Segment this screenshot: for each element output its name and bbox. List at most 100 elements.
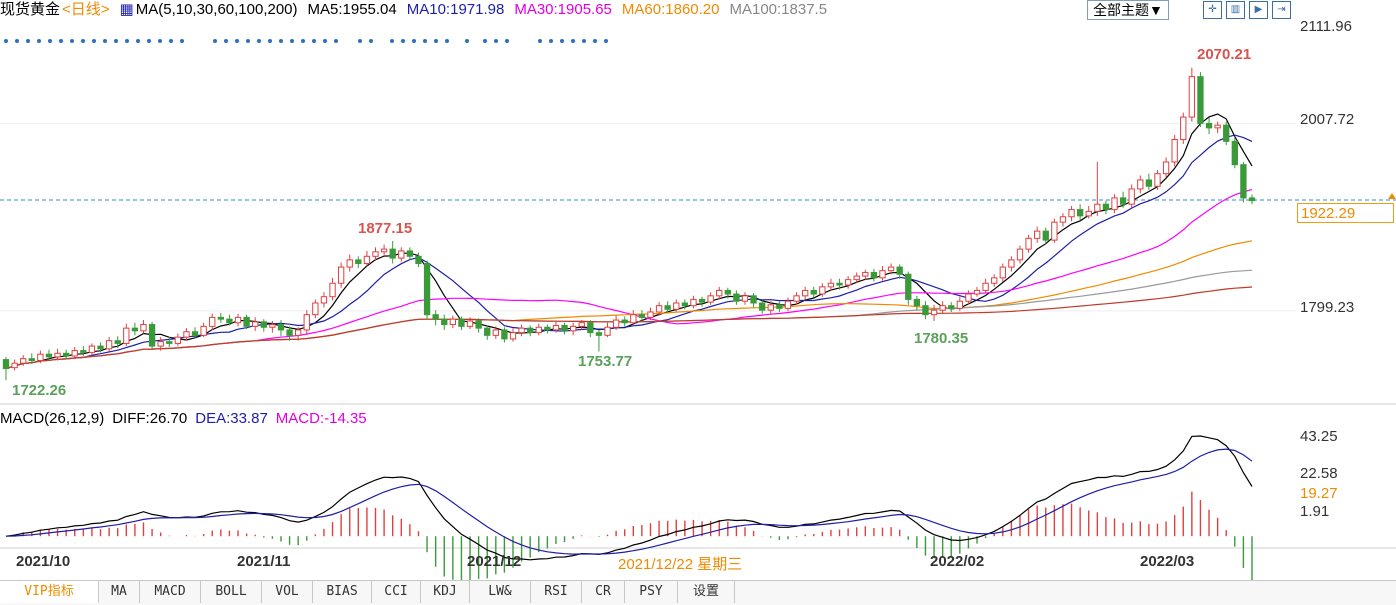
candle-body: [372, 251, 379, 257]
candle-body: [1102, 203, 1110, 211]
ma-icon[interactable]: ▦: [119, 1, 134, 18]
candle-body: [432, 314, 439, 320]
tab-cr[interactable]: CR: [582, 581, 625, 603]
ma200-line: [5, 286, 1253, 370]
indicator-tabs: VIP指标 MA MACD BOLL VOL BIAS CCI KDJ LW& …: [0, 580, 1396, 605]
candle-body: [724, 289, 731, 295]
tab-cci[interactable]: CCI: [372, 581, 421, 603]
candle-body: [62, 352, 70, 357]
candle-body: [1042, 230, 1049, 241]
ma60-value: MA60:1860.20: [621, 1, 720, 18]
event-dot: [593, 39, 597, 43]
tab-bias[interactable]: BIAS: [313, 581, 372, 603]
candle-body: [389, 248, 396, 259]
candle-body: [398, 250, 405, 259]
candle-body: [1094, 203, 1101, 212]
candle-body: [1188, 76, 1196, 118]
candle-body: [587, 322, 594, 334]
candle-body: [1025, 237, 1032, 250]
candle-body: [922, 305, 929, 316]
candle-body: [819, 286, 826, 295]
tab-ma[interactable]: MA: [99, 581, 140, 603]
macd-tick-top: 43.25: [1300, 428, 1338, 445]
candle-body: [174, 336, 182, 344]
candle-body: [355, 259, 362, 264]
event-dot: [445, 39, 449, 43]
candle-body: [105, 340, 113, 350]
event-dot: [114, 39, 118, 43]
crosshair-icon[interactable]: ✛: [1203, 1, 1222, 19]
event-dot: [390, 39, 394, 43]
candle-body: [741, 295, 749, 302]
candle-body: [862, 271, 869, 277]
tab-macd[interactable]: MACD: [140, 581, 201, 603]
candle-body: [1171, 139, 1178, 163]
candle-body: [1145, 179, 1153, 187]
tab-psy[interactable]: PSY: [625, 581, 678, 603]
event-dots: [4, 39, 608, 43]
candle-body: [54, 352, 61, 358]
candle-body: [759, 302, 766, 311]
macd-diff-line: [5, 435, 1253, 561]
candle-body: [896, 266, 903, 275]
tab-boll[interactable]: BOLL: [201, 581, 262, 603]
candle-body: [870, 271, 878, 279]
candle-body: [191, 331, 199, 336]
candle-body: [1111, 197, 1118, 211]
candle-body: [1008, 259, 1015, 268]
xlabel-2022-02: 2022/02: [930, 553, 985, 570]
candle-body: [346, 259, 353, 268]
play-icon[interactable]: ▶: [1249, 1, 1268, 19]
xlabel-2022-03: 2022/03: [1140, 553, 1195, 570]
candle-body: [312, 302, 319, 316]
macd-title[interactable]: MACD(26,12,9): [0, 410, 105, 427]
candle-body: [1205, 122, 1213, 129]
tab-kdj[interactable]: KDJ: [421, 581, 470, 603]
candle-body: [1076, 209, 1084, 217]
candle-body: [140, 324, 147, 332]
event-dot: [483, 39, 487, 43]
macd-dea-line: [5, 448, 1253, 555]
event-dot: [549, 39, 553, 43]
candle-body: [234, 316, 242, 324]
theme-dropdown[interactable]: 全部主题▼: [1087, 0, 1169, 20]
current-price-box: 1922.29: [1297, 203, 1394, 223]
tab-vol[interactable]: VOL: [262, 581, 313, 603]
event-dot: [401, 39, 405, 43]
event-dot: [538, 39, 542, 43]
ma-label[interactable]: MA(5,10,30,60,100,200): [135, 1, 298, 18]
ma-lines: [5, 113, 1253, 370]
candle-body: [1154, 173, 1161, 187]
tab-lw[interactable]: LW&: [470, 581, 531, 603]
candle-body: [243, 316, 250, 327]
candle-body: [681, 302, 689, 307]
event-dot: [369, 39, 373, 43]
macd-value: MACD:-14.35: [275, 410, 367, 427]
macd-tick-mid: 22.58: [1300, 465, 1338, 482]
period-label[interactable]: <日线>: [62, 1, 110, 18]
candle-body: [578, 322, 585, 327]
candle-body: [97, 345, 104, 350]
tab-rsi[interactable]: RSI: [531, 581, 582, 603]
xlabel-2021-10: 2021/10: [16, 553, 71, 570]
macd-header: MACD(26,12,9) DIFF:26.70 DEA:33.87 MACD:-14…: [0, 409, 375, 429]
candle-body: [1197, 76, 1204, 124]
instrument-name[interactable]: 现货黄金: [0, 1, 61, 18]
candle-body: [2, 359, 10, 370]
event-dot: [224, 39, 228, 43]
candle-body: [1223, 124, 1230, 142]
event-dot: [59, 39, 63, 43]
next-icon[interactable]: ⇥: [1272, 1, 1291, 19]
candle-body: [569, 325, 577, 332]
candle-body: [1016, 248, 1024, 261]
candle-body: [209, 316, 216, 327]
xlabel-2021-11: 2021/11: [237, 553, 291, 570]
tab-vip[interactable]: VIP指标: [0, 581, 99, 603]
candle-body: [475, 320, 482, 329]
tab-settings[interactable]: 设置: [678, 581, 735, 603]
candles: [2, 67, 1256, 381]
candle-body: [836, 282, 843, 286]
bars-icon[interactable]: ▥: [1226, 1, 1245, 19]
candle-body: [664, 305, 671, 310]
